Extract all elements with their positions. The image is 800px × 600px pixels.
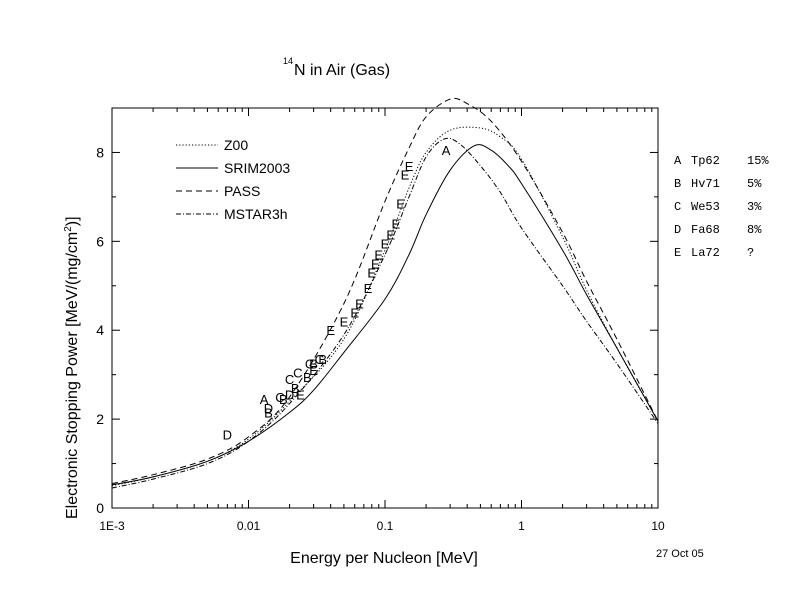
data-point-e: E: [391, 217, 400, 232]
axis-ticks: [111, 108, 659, 509]
data-point-b: B: [318, 352, 327, 367]
data-point-e: E: [326, 323, 335, 338]
data-point-a: A: [260, 392, 269, 407]
ref-letter: A: [674, 154, 682, 168]
series-line-z00: [111, 126, 659, 487]
data-point-e: E: [309, 363, 318, 378]
data-point-c: C: [305, 357, 314, 372]
data-point-e: E: [374, 248, 383, 263]
y-tick-label: 8: [96, 144, 104, 160]
data-point-c: C: [293, 365, 302, 380]
chart-title: N in Air (Gas): [294, 62, 390, 79]
ref-letter: B: [674, 177, 681, 191]
y-tick-labels: 0 2 4 6 8: [96, 144, 104, 516]
data-point-d: D: [264, 401, 273, 416]
data-point-e: E: [364, 281, 373, 296]
data-point-e: E: [396, 197, 405, 212]
ref-source: Hv71: [691, 177, 720, 191]
chart-title-superscript: 14: [283, 56, 293, 66]
data-point-e: E: [381, 237, 390, 252]
data-point-d: D: [285, 388, 294, 403]
y-tick-label: 4: [96, 322, 104, 338]
x-axis-label: Energy per Nucleon [MeV]: [290, 550, 478, 567]
data-point-c: C: [285, 372, 294, 387]
data-point-b: B: [279, 392, 288, 407]
ref-source: Fa68: [691, 223, 720, 237]
ref-source: Tp62: [691, 154, 720, 168]
data-point-e: E: [401, 168, 410, 183]
legend-label-mstar3h: MSTAR3h: [224, 206, 288, 222]
data-point-a: A: [442, 143, 451, 158]
data-point-b: B: [303, 370, 312, 385]
legend-label-srim2003: SRIM2003: [224, 160, 290, 176]
y-tick-label: 2: [96, 411, 104, 427]
series-group: [111, 97, 659, 489]
ref-letter: E: [674, 246, 681, 260]
y-axis-label-superscript: 2: [63, 226, 74, 232]
series-line-srim2003: [111, 144, 659, 486]
y-tick-label: 6: [96, 233, 104, 249]
data-point-e: E: [350, 305, 359, 320]
data-point-e: E: [371, 257, 380, 272]
data-point-c: C: [275, 390, 284, 405]
data-point-e: E: [405, 159, 414, 174]
y-tick-label: 0: [96, 500, 104, 516]
x-tick-label: 1E-3: [99, 519, 125, 533]
series-line-mstar3h: [111, 137, 659, 489]
legend-label-z00: Z00: [224, 137, 248, 153]
ref-uncertainty: 3%: [747, 200, 762, 214]
line-legend: Z00 SRIM2003 PASS MSTAR3h: [176, 137, 290, 222]
data-point-d: D: [223, 428, 232, 443]
ref-uncertainty: 8%: [747, 223, 762, 237]
data-point-e: E: [296, 388, 305, 403]
date-stamp: 27 Oct 05: [656, 548, 704, 560]
data-point-e: E: [386, 228, 395, 243]
x-tick-label: 10: [651, 519, 665, 533]
x-tick-label: 1: [518, 519, 525, 533]
data-point-c: C: [315, 352, 324, 367]
data-point-b: B: [291, 381, 300, 396]
data-point-e: E: [367, 265, 376, 280]
y-axis-label-group: Electronic Stopping Power [MeV/(mg/cm2)]: [63, 216, 81, 519]
svg-text:Electronic Stopping Power [MeV: Electronic Stopping Power [MeV/(mg/cm2)]: [63, 216, 81, 519]
reference-legend: A Tp62 15% B Hv71 5% C We53 3% D Fa68 8% E La72?: [674, 154, 769, 260]
ref-letter: D: [674, 223, 681, 237]
series-line-pass: [111, 97, 659, 485]
x-tick-labels: 1E-3 0.01 0.1 1 10: [99, 519, 665, 533]
x-tick-label: 0.01: [237, 519, 261, 533]
x-tick-label: 0.1: [377, 519, 394, 533]
data-point-b: B: [264, 405, 273, 420]
data-point-e: E: [355, 297, 364, 312]
ref-uncertainty: 5%: [747, 177, 762, 191]
data-point-e: E: [340, 314, 349, 329]
ref-uncertainty: ?: [747, 246, 754, 260]
ref-source: La72: [691, 246, 720, 260]
legend-label-pass: PASS: [224, 183, 260, 199]
y-axis-label: Electronic Stopping Power [MeV/(mg/cm: [64, 232, 81, 519]
ref-uncertainty: 15%: [747, 154, 769, 168]
data-point-b: B: [309, 357, 318, 372]
ref-letter: C: [674, 200, 681, 214]
y-axis-label-suffix: )]: [64, 216, 81, 226]
ref-source: We53: [691, 200, 720, 214]
